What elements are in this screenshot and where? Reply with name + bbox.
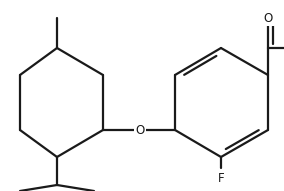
Text: O: O (263, 11, 273, 24)
Text: O: O (135, 124, 145, 137)
Text: F: F (218, 172, 224, 185)
